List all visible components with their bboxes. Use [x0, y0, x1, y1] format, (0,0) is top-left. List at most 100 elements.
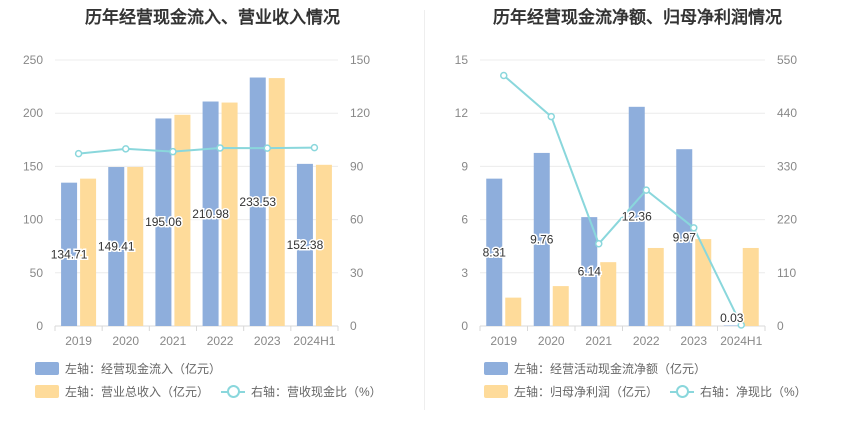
right-axis-tick-label: 150 [350, 53, 370, 67]
x-axis-tick-label: 2022 [633, 334, 660, 348]
ratio-line-point [310, 143, 319, 152]
bar-data-label: 210.98 [192, 207, 229, 221]
legend-item-revenue[interactable]: 左轴：营业总收入（亿元） [35, 383, 209, 400]
cash-inflow-revenue-chart: 0 0 50 30 100 60 150 90 200 120 250 150 2019 2020 2021… [23, 53, 370, 348]
left-axis-tick-label: 200 [23, 106, 43, 120]
ratio-line [503, 74, 743, 326]
right-axis-tick-label: 60 [350, 213, 364, 227]
panel-divider [424, 10, 425, 410]
bar-primary [61, 182, 78, 326]
right-axis-tick-label: 440 [777, 106, 797, 120]
right-axis-tick-label: 90 [350, 159, 364, 173]
bar-data-label: 233.53 [239, 195, 276, 209]
bar-data-label: 149.41 [98, 240, 135, 254]
legend-label: 右轴：营收现金比（%） [251, 385, 382, 399]
bar-primary [628, 106, 645, 326]
legend-label: 左轴：营业总收入（亿元） [65, 385, 210, 399]
bar-secondary [600, 262, 617, 326]
ratio-line [78, 146, 315, 155]
bar-data-label: 6.14 [578, 265, 602, 279]
legend-swatch [484, 362, 508, 375]
bar-secondary [80, 178, 97, 326]
x-axis-tick-label: 2020 [112, 334, 139, 348]
net-cash-profit-panel: 历年经营现金流净额、归母净利润情况 0 0 3 110 6 220 9 330 12 440 15 5… [425, 0, 850, 437]
chart-title: 历年经营现金流入、营业收入情况 [85, 8, 340, 27]
bar-data-label: 195.06 [145, 215, 182, 229]
left-axis-tick-label: 100 [23, 213, 43, 227]
legend-swatch [221, 385, 245, 398]
x-axis-tick-label: 2022 [207, 334, 234, 348]
x-axis-tick-label: 2019 [65, 334, 92, 348]
legend-swatch [35, 385, 59, 398]
legend-item-net-cash-ratio[interactable]: 右轴：净现比（%） [670, 383, 807, 400]
legend-label: 左轴：归母净利润（亿元） [514, 385, 659, 399]
bar-secondary [268, 78, 285, 326]
bar-primary [533, 152, 550, 326]
bar-data-label: 9.76 [530, 232, 554, 246]
bar-secondary [647, 247, 664, 326]
left-axis-tick-label: 12 [455, 106, 469, 120]
bar-data-label: 134.71 [51, 247, 88, 261]
ratio-line-point [547, 112, 555, 121]
right-axis-tick-label: 330 [777, 159, 797, 173]
ratio-line-point [74, 149, 83, 158]
net-cash-profit-chart: 0 0 3 110 6 220 9 330 12 440 15 550 2019 2020 2021 2022… [455, 53, 798, 348]
ratio-line-point [216, 144, 224, 152]
bar-primary [108, 167, 125, 326]
legend-item-net-profit[interactable]: 左轴：归母净利润（亿元） [484, 383, 658, 400]
ratio-line-point [263, 144, 271, 152]
legend-label: 左轴：经营活动现金流净额（亿元） [514, 362, 707, 376]
legend-item-cash-ratio[interactable]: 右轴：营收现金比（%） [221, 383, 382, 400]
bar-primary [723, 325, 740, 326]
ratio-line-point [500, 71, 508, 80]
bar-data-label: 152.38 [287, 238, 324, 252]
left-axis-tick-label: 150 [23, 159, 43, 173]
left-axis-tick-label: 0 [461, 319, 468, 333]
legend-label: 右轴：净现比（%） [700, 385, 807, 399]
left-axis-tick-label: 250 [23, 53, 43, 67]
right-axis-tick-label: 550 [777, 53, 797, 67]
x-axis-tick-label: 2023 [254, 334, 281, 348]
right-axis-tick-label: 30 [350, 266, 364, 280]
ratio-line-point [737, 321, 745, 329]
ratio-line-point [642, 186, 650, 194]
x-axis-tick-label: 2019 [490, 334, 517, 348]
bar-primary [155, 118, 172, 326]
ratio-line-point [690, 224, 698, 232]
bar-primary [581, 217, 598, 326]
legend-item-cash-inflow[interactable]: 左轴：经营现金流入（亿元） [35, 360, 221, 377]
bar-secondary [127, 166, 144, 326]
x-axis-tick-label: 2023 [680, 334, 707, 348]
bar-secondary [315, 164, 332, 326]
right-axis-tick-label: 0 [350, 319, 357, 333]
left-axis-tick-label: 0 [36, 319, 43, 333]
left-axis-tick-label: 9 [461, 159, 468, 173]
bar-secondary [552, 286, 569, 326]
right-axis-tick-label: 110 [777, 266, 796, 280]
legend-label: 左轴：经营现金流入（亿元） [65, 362, 222, 376]
bar-primary [249, 77, 266, 326]
right-axis-tick-label: 220 [777, 213, 797, 227]
bar-data-label: 12.36 [622, 209, 652, 223]
right-axis-tick-label: 120 [350, 106, 370, 120]
bar-secondary [695, 239, 712, 326]
ratio-line-point [595, 240, 603, 248]
bar-primary [486, 178, 503, 326]
cash-inflow-revenue-panel: 历年经营现金流入、营业收入情况 0 0 50 30 100 60 150 90 200 120 25… [23, 8, 382, 400]
left-axis-tick-label: 6 [461, 213, 468, 227]
legend-item-net-cash-flow[interactable]: 左轴：经营活动现金流净额（亿元） [484, 360, 706, 377]
x-axis-tick-label: 2020 [538, 334, 565, 348]
bar-primary [202, 101, 219, 327]
bar-secondary [505, 297, 522, 326]
ratio-line-point [169, 147, 177, 156]
bar-data-label: 0.03 [720, 311, 744, 325]
legend-swatch [35, 362, 59, 375]
chart-title: 历年经营现金流净额、归母净利润情况 [493, 8, 782, 27]
right-axis-tick-label: 0 [777, 319, 784, 333]
left-axis-tick-label: 3 [461, 266, 468, 280]
ratio-line-point [122, 145, 130, 153]
bar-secondary [221, 102, 238, 326]
x-axis-tick-label: 2024H1 [720, 334, 762, 348]
bar-secondary [174, 114, 191, 327]
